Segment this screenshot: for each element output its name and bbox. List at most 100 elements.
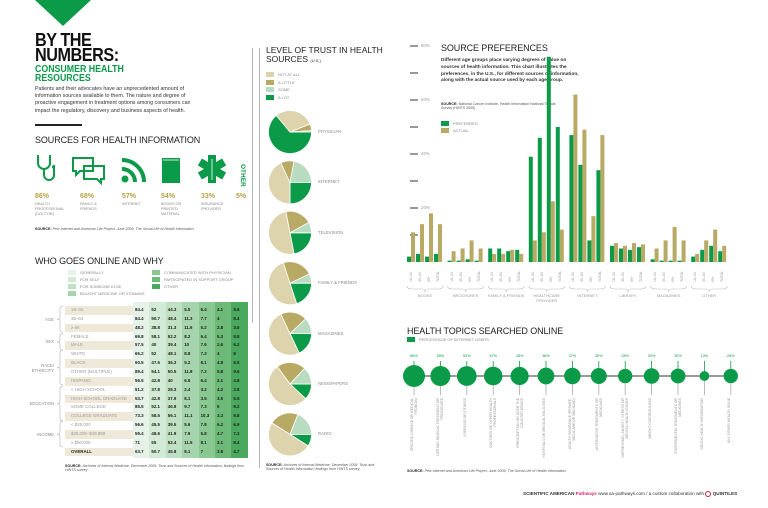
bar-actual bbox=[501, 253, 506, 262]
group-label: INTERNET bbox=[577, 293, 598, 298]
row-group-label: EDUCATION bbox=[29, 400, 54, 406]
table-cell: 52.4 bbox=[167, 439, 177, 445]
footer-brand: SCIENTIFIC AMERICAN bbox=[523, 491, 575, 497]
source-label: FAMILY & FRIENDS bbox=[80, 202, 97, 212]
bar-preferred bbox=[677, 260, 682, 262]
legend-label: GENERALLY bbox=[80, 270, 104, 275]
prefs-citation: SOURCE: National Cancer Institute, Healt… bbox=[441, 102, 561, 110]
source-label: SOURCE: bbox=[266, 463, 283, 467]
bar-actual bbox=[722, 245, 727, 262]
topic-label: SPECIFIC DISEASE OR MEDICAL PROBLEM bbox=[410, 398, 418, 452]
legend-label: A LITTLE bbox=[278, 79, 295, 85]
table-cell: 58.5 bbox=[151, 413, 160, 419]
bar-actual bbox=[492, 253, 497, 262]
source-label: SOURCE: bbox=[441, 102, 458, 106]
pie-slice bbox=[268, 422, 309, 457]
topic-label: DOCTORS OR OTHER HEALTH PROFESSIONALS bbox=[489, 398, 498, 448]
bar-preferred bbox=[628, 249, 632, 262]
topic-label: EXERCISE OR FITNESS bbox=[462, 398, 467, 437]
bar-actual bbox=[672, 226, 677, 262]
legend-preferred: PREFERRED bbox=[441, 121, 478, 128]
column-bg bbox=[198, 302, 216, 459]
bar-preferred bbox=[537, 137, 542, 262]
table-cell: 2.8 bbox=[217, 324, 224, 330]
source-label: SOURCE: bbox=[65, 464, 82, 468]
row-label: HIGH SCHOOL GRADUATE bbox=[65, 394, 133, 404]
table-cell: 5.2 bbox=[200, 324, 207, 330]
brace-icon bbox=[569, 285, 606, 293]
pie-slice bbox=[289, 273, 312, 284]
table-cell: 9.6 bbox=[233, 368, 240, 374]
column-bg bbox=[231, 302, 249, 459]
bar-actual bbox=[641, 244, 645, 262]
pie-label: TELEVISION bbox=[318, 229, 344, 235]
y-tick-label: 80% bbox=[421, 43, 430, 48]
pie-label: NEWSPAPERS bbox=[318, 381, 349, 386]
table-cell: 11.3 bbox=[184, 315, 193, 321]
table-cell: 6.4 bbox=[200, 333, 207, 339]
table-cell: 7.3 bbox=[200, 404, 207, 410]
row-group-label: INCOME bbox=[37, 431, 54, 437]
table-cell: 65.2 bbox=[135, 351, 144, 357]
table-cell: 45.5 bbox=[151, 422, 160, 428]
table-cell: 42.8 bbox=[151, 377, 160, 383]
table-row: OTHER (MULTIPLE) 89.4 54.1 50.5 11.8 7.2 5.8 9.… bbox=[65, 367, 248, 377]
table-cell: 7.8 bbox=[200, 422, 207, 428]
table-cell: 6.9 bbox=[233, 422, 240, 428]
bar-actual bbox=[519, 253, 524, 262]
row-group-label: AGE bbox=[45, 316, 54, 322]
table-cell: 2.1 bbox=[217, 377, 224, 383]
legend-label: BOUGHT MEDICINE OR VITAMINS bbox=[80, 291, 145, 296]
bar-actual bbox=[550, 201, 555, 262]
row-label: SOME COLLEGE bbox=[65, 403, 133, 413]
legend-label: A LOT bbox=[278, 94, 290, 100]
legend-item: COMMUNICATED WITH PHYSICIAN bbox=[152, 270, 231, 277]
table-cell: 73.3 bbox=[135, 413, 144, 419]
pie-family-friends bbox=[268, 261, 312, 306]
legend-swatch bbox=[152, 277, 160, 283]
bar-actual bbox=[420, 224, 424, 262]
table-cell: 10 bbox=[184, 342, 190, 348]
bar-preferred bbox=[434, 253, 438, 262]
bar-preferred bbox=[650, 259, 655, 262]
bar-actual bbox=[438, 224, 442, 262]
topic-circle bbox=[403, 365, 425, 387]
table-cell: 59.4 bbox=[135, 430, 144, 436]
table-cell: 4.8 bbox=[233, 377, 240, 383]
table-cell: 44.3 bbox=[167, 307, 177, 312]
pie-physician bbox=[268, 110, 312, 154]
pie-slice bbox=[289, 367, 312, 385]
table-cell: 6.4 bbox=[200, 307, 207, 312]
table-cell: 31.3 bbox=[167, 324, 177, 330]
row-label: COLLEGE GRADUATE bbox=[65, 412, 133, 421]
table-cell: 7.7 bbox=[200, 315, 207, 321]
table-cell: 47.5 bbox=[151, 360, 160, 366]
table-cell: 57.5 bbox=[135, 342, 144, 348]
table-cell: 5.8 bbox=[217, 368, 224, 374]
legend-label: PERCENTAGE OF INTERNET USERS bbox=[419, 337, 489, 342]
topic-label: WEIGHT CONTROL/LOSS bbox=[647, 398, 652, 440]
brace-icon bbox=[56, 421, 64, 448]
row-group-label: RACE/ ETHNICITY bbox=[31, 362, 54, 373]
legend-actual: ACTUAL bbox=[441, 128, 469, 135]
pie-slice bbox=[282, 261, 310, 284]
legend-label: PARTICIPATED IN SUPPORT GROUP bbox=[164, 277, 234, 282]
topic-pct: 28% bbox=[621, 354, 629, 358]
group-label: BOOKS bbox=[417, 293, 433, 298]
row-label: BLACK bbox=[65, 359, 133, 368]
row-label: OVERALL bbox=[65, 447, 133, 457]
table-cell: 3.5 bbox=[233, 324, 240, 330]
intro-text: Patients and their advocates have an unp… bbox=[35, 86, 191, 114]
topic-pct: 66% bbox=[410, 354, 418, 358]
pie-slice bbox=[289, 130, 312, 133]
pie-slice bbox=[268, 162, 291, 205]
bar-actual bbox=[713, 229, 718, 262]
table-row: HIGH SCHOOL GRADUATE 53.7 42.8 37.9 8.1 3.5 3.… bbox=[65, 394, 248, 404]
column-bg bbox=[182, 302, 200, 459]
bar-preferred bbox=[416, 253, 420, 262]
table-cell: 37.8 bbox=[151, 386, 160, 392]
topics-title: HEALTH TOPICS SEARCHED ONLINE bbox=[407, 326, 564, 336]
table-cell: 3.5 bbox=[217, 395, 224, 401]
table-cell: 4 bbox=[217, 351, 220, 357]
topic-label: ANY OTHER HEALTH ISSUE bbox=[726, 398, 731, 443]
